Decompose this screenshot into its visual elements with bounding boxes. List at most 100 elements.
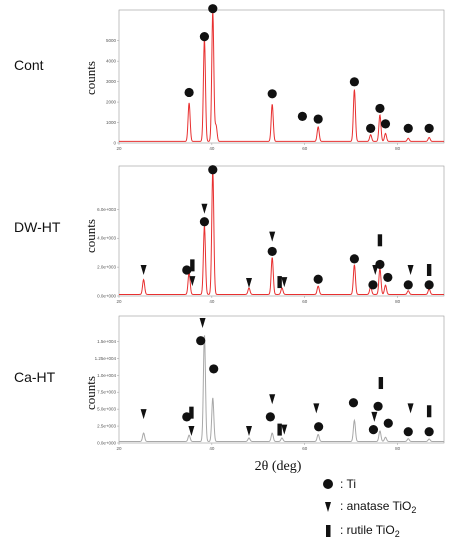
anatase-peak-marker bbox=[201, 203, 208, 214]
rutile-peak-marker bbox=[426, 405, 432, 418]
panel-ca-ht: Ca-HT counts 20 40 60 80 0.0e+000 2.5e+003 5.0… bbox=[14, 315, 445, 451]
anatase-peak-marker bbox=[313, 403, 320, 414]
plot-frame-dw-ht bbox=[118, 165, 445, 297]
rutile-peak-marker bbox=[377, 234, 383, 247]
ti-peak-marker bbox=[265, 412, 275, 422]
plot-frame-cont bbox=[118, 9, 445, 144]
anatase-peak-marker bbox=[371, 411, 378, 422]
x-tick-label: 40 bbox=[209, 146, 215, 151]
y-tick-label: 6.0e+003 bbox=[97, 207, 116, 212]
anatase-peak-marker bbox=[246, 278, 252, 288]
ti-peak-marker bbox=[209, 364, 219, 374]
ti-peak-marker bbox=[313, 114, 323, 124]
x-tick-label: 60 bbox=[302, 299, 308, 304]
y-axis-label-cont: counts bbox=[83, 61, 98, 95]
y-tick-label: 1.5e+004 bbox=[97, 339, 116, 344]
x-tick-label: 80 bbox=[395, 299, 401, 304]
anatase-peak-marker bbox=[407, 403, 414, 414]
ti-peak-marker bbox=[313, 274, 323, 284]
plot-frame-ca-ht bbox=[118, 315, 445, 444]
ti-peak-marker bbox=[368, 424, 379, 435]
xrd-trace-ca-ht bbox=[119, 335, 444, 442]
legend-label-anatase-text: : anatase TiO bbox=[340, 499, 411, 513]
x-tick-label: 20 bbox=[116, 299, 122, 304]
ti-peak-marker bbox=[380, 119, 391, 129]
y-tick-label: 0.0e+000 bbox=[97, 441, 116, 446]
ti-peak-marker bbox=[267, 246, 277, 257]
rutile-peak-marker bbox=[190, 259, 195, 272]
ti-peak-marker bbox=[375, 259, 385, 270]
legend-bar-icon bbox=[326, 525, 331, 537]
ti-peak-marker bbox=[349, 254, 359, 264]
y-tick-label: 1000 bbox=[106, 120, 117, 125]
ti-peak-marker bbox=[383, 418, 393, 428]
sample-label-ca-ht: Ca-HT bbox=[14, 369, 56, 385]
ti-peak-marker bbox=[424, 427, 434, 437]
x-tick-label: 40 bbox=[209, 299, 215, 304]
ti-peak-marker bbox=[199, 31, 210, 42]
ti-peak-marker bbox=[375, 103, 385, 114]
anatase-peak-marker bbox=[269, 231, 276, 242]
ti-peak-marker bbox=[208, 165, 218, 175]
x-axis-title: 2θ (deg) bbox=[255, 459, 302, 474]
legend-label-anatase-subscript: 2 bbox=[411, 505, 416, 515]
anatase-peak-marker bbox=[140, 409, 147, 420]
anatase-peak-marker bbox=[140, 265, 147, 275]
ti-peak-marker bbox=[199, 217, 210, 227]
x-tick-label: 60 bbox=[302, 146, 308, 151]
x-tick-label: 40 bbox=[209, 446, 215, 451]
rutile-peak-marker bbox=[189, 406, 194, 419]
panel-dw-ht: DW-HT counts 20 40 60 80 0.0e+000 2.0e+003 4.0… bbox=[14, 165, 445, 304]
xrd-trace-cont bbox=[119, 11, 444, 142]
y-tick-label: 2000 bbox=[106, 100, 117, 105]
x-tick-label: 20 bbox=[116, 146, 122, 151]
sample-label-cont: Cont bbox=[14, 57, 44, 73]
anatase-peak-marker bbox=[281, 424, 288, 435]
ti-peak-marker bbox=[297, 111, 307, 121]
rutile-peak-marker bbox=[277, 423, 282, 436]
x-tick-label: 80 bbox=[395, 446, 401, 451]
legend-label-rutile-subscript: 2 bbox=[395, 529, 400, 539]
rutile-peak-marker bbox=[378, 377, 384, 390]
panel-cont: Cont counts 20 40 60 80 0 1000 2000 3000 4000 500… bbox=[14, 4, 445, 151]
legend-label-ti: : Ti bbox=[340, 477, 356, 491]
anatase-peak-marker bbox=[246, 426, 252, 437]
y-tick-label: 2.5e+003 bbox=[97, 424, 116, 429]
xrd-trace-dw-ht bbox=[119, 170, 444, 295]
y-tick-label: 0.0e+000 bbox=[97, 294, 116, 299]
ti-peak-marker bbox=[348, 398, 359, 408]
legend: : Ti : anatase TiO2 : rutile TiO2 bbox=[323, 477, 416, 539]
ti-peak-marker bbox=[424, 280, 434, 290]
ti-peak-marker bbox=[184, 87, 194, 98]
y-tick-label: 5000 bbox=[106, 38, 117, 43]
ti-peak-marker bbox=[366, 123, 376, 133]
ti-peak-marker bbox=[383, 272, 393, 283]
ti-peak-marker bbox=[196, 336, 206, 346]
ti-peak-marker bbox=[349, 77, 359, 87]
anatase-peak-marker bbox=[269, 394, 276, 405]
legend-label-rutile-text: : rutile TiO bbox=[340, 523, 395, 537]
y-tick-label: 1.0e+004 bbox=[97, 373, 116, 378]
ti-peak-marker bbox=[182, 265, 192, 275]
rutile-peak-marker bbox=[426, 264, 432, 276]
y-tick-label: 4000 bbox=[106, 59, 117, 64]
ti-peak-marker bbox=[208, 4, 218, 14]
legend-label-anatase: : anatase TiO2 bbox=[340, 499, 416, 515]
y-tick-label: 1.25e+004 bbox=[95, 356, 117, 361]
ti-peak-marker bbox=[424, 123, 434, 133]
ti-peak-marker bbox=[403, 123, 413, 133]
y-tick-label: 3000 bbox=[106, 79, 117, 84]
y-tick-label: 7.5e+003 bbox=[97, 390, 116, 395]
anatase-peak-marker bbox=[188, 426, 195, 437]
ti-peak-marker bbox=[267, 89, 277, 99]
anatase-peak-marker bbox=[189, 276, 196, 287]
ti-peak-marker bbox=[368, 280, 378, 290]
sample-label-dw-ht: DW-HT bbox=[14, 219, 61, 235]
ti-peak-marker bbox=[403, 280, 413, 290]
y-tick-label: 2.0e+003 bbox=[97, 265, 116, 270]
anatase-peak-marker bbox=[281, 277, 288, 288]
ti-peak-marker bbox=[403, 427, 413, 437]
anatase-peak-marker bbox=[199, 318, 206, 329]
x-tick-label: 60 bbox=[302, 446, 308, 451]
